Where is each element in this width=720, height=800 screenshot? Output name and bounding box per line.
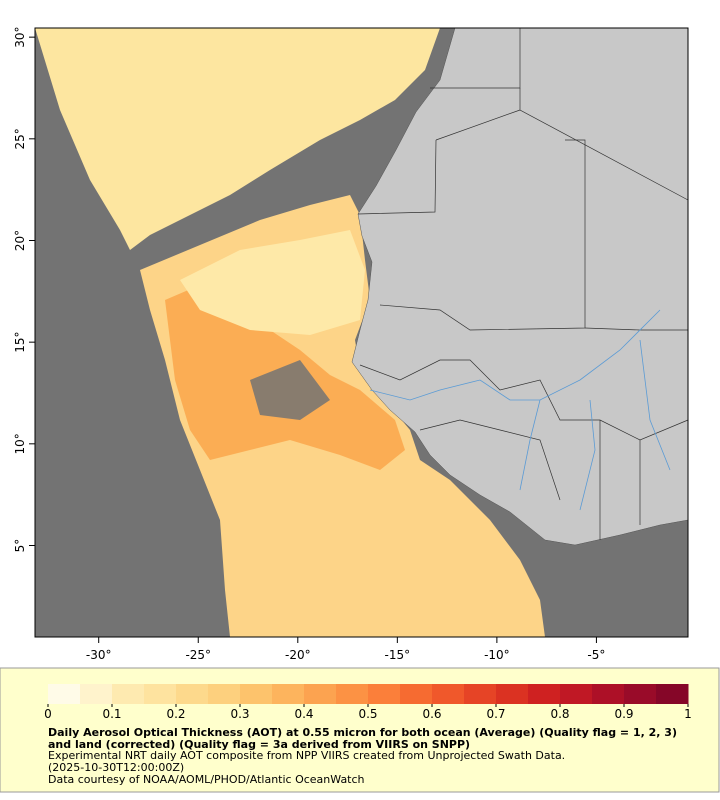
caption-title: Daily Aerosol Optical Thickness (AOT) at… [48, 726, 677, 751]
colorbar-swatch [336, 684, 369, 704]
x-tick-label: -15° [385, 648, 411, 662]
colorbar-tick-label: 0.4 [294, 707, 313, 721]
colorbar-swatch [304, 684, 337, 704]
colorbar-swatch [176, 684, 209, 704]
colorbar-swatch [528, 684, 561, 704]
colorbar-tick-label: 0 [44, 707, 52, 721]
colorbar-tick-label: 0.8 [550, 707, 569, 721]
colorbar-swatch [432, 684, 465, 704]
colorbar-tick-label: 0.2 [166, 707, 185, 721]
y-tick-label: 5° [13, 539, 27, 553]
colorbar-swatch [464, 684, 497, 704]
colorbar-swatch [112, 684, 145, 704]
colorbar-swatch [48, 684, 81, 704]
colorbar-swatch [80, 684, 113, 704]
y-tick-label: 15° [13, 332, 27, 353]
x-tick-label: -30° [86, 648, 112, 662]
colorbar-swatch [144, 684, 177, 704]
aot-pale-patch [180, 230, 365, 335]
x-tick-label: -25° [185, 648, 211, 662]
x-tick-label: -20° [285, 648, 311, 662]
y-tick-label: 25° [13, 128, 27, 149]
country-borders [357, 28, 689, 540]
map-frame [34, 27, 689, 638]
colorbar-tick-label: 1 [684, 707, 692, 721]
caption-line: Data courtesy of NOAA/AOML/PHOD/Atlantic… [48, 773, 365, 786]
colorbar-swatch [400, 684, 433, 704]
caption-line: (2025-10-30T12:00:00Z) [48, 761, 185, 774]
colorbar-swatch [656, 684, 689, 704]
colorbar-tick-label: 0.7 [486, 707, 505, 721]
colorbar-tick-label: 0.1 [102, 707, 121, 721]
x-tick-label: -10° [484, 648, 510, 662]
y-tick-label: 30° [13, 27, 27, 48]
y-tick-label: 10° [13, 433, 27, 454]
colorbar-swatch [208, 684, 241, 704]
x-tick-label: -5° [587, 648, 605, 662]
colorbar-swatch [560, 684, 593, 704]
caption-line: Experimental NRT daily AOT composite fro… [48, 749, 566, 762]
colorbar-tick-label: 0.9 [614, 707, 633, 721]
aot-swath-north [35, 28, 440, 250]
colorbar-tick-label: 0.6 [422, 707, 441, 721]
colorbar-swatch [240, 684, 273, 704]
colorbar-swatch [624, 684, 657, 704]
rivers [369, 309, 671, 511]
colorbar-tick-label: 0.3 [230, 707, 249, 721]
colorbar-swatch [272, 684, 305, 704]
y-tick-label: 20° [13, 230, 27, 251]
colorbar-swatch [496, 684, 529, 704]
colorbar-swatch [368, 684, 401, 704]
aot-gap [250, 360, 330, 420]
colorbar-tick-label: 0.5 [358, 707, 377, 721]
colorbar-swatch [592, 684, 625, 704]
